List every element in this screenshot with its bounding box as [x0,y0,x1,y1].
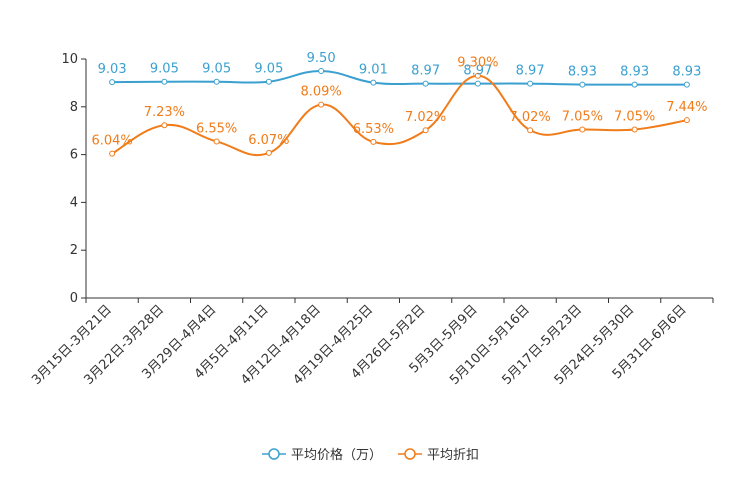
data-label: 9.01 [359,63,388,78]
data-label: 9.05 [254,62,283,77]
data-label: 8.93 [620,65,649,80]
data-label: 8.93 [568,65,597,80]
data-point [579,81,586,88]
series-group [109,67,690,157]
data-label: 7.44% [666,100,707,115]
legend-marker [404,448,416,460]
data-point [579,126,586,133]
axes: 02468103月15日-3月21日3月22日-3月28日3月29日-4月4日4… [29,52,714,388]
legend-label: 平均价格（万） [291,447,382,463]
data-label: 7.02% [509,110,550,125]
data-point [161,78,168,85]
data-point [683,117,690,124]
legend-item-0[interactable]: 平均价格（万） [262,447,382,463]
data-label: 7.05% [614,110,655,125]
data-point [318,101,325,108]
data-label: 7.23% [144,105,185,120]
data-label: 6.53% [353,122,394,137]
data-point [265,78,272,85]
data-labels: 9.03 9.05 9.05 9.05 9.50 9.01 8.97 8.97 8.97 8.93… [91,51,707,149]
data-point [474,72,481,79]
y-tick-label: 2 [70,243,78,258]
legend[interactable]: 平均价格（万） 平均折扣 [262,447,479,463]
legend-label: 平均折扣 [427,448,479,463]
data-point [109,79,116,86]
data-label: 6.07% [248,133,289,148]
data-label: 9.05 [202,62,231,77]
data-label: 7.02% [405,110,446,125]
data-point [631,126,638,133]
y-tick-label: 8 [70,100,78,115]
series-line-0 [112,69,687,86]
data-point [265,149,272,156]
data-point [527,80,534,87]
data-point [474,80,481,87]
data-point [422,127,429,134]
data-label: 8.93 [672,65,701,80]
data-point [683,81,690,88]
data-label: 9.05 [150,62,179,77]
y-tick-label: 10 [61,52,78,67]
data-point [318,67,325,74]
y-tick-label: 0 [70,291,78,306]
data-point [370,138,377,145]
legend-marker [268,448,280,460]
data-label: 6.55% [196,121,237,136]
y-tick-label: 6 [70,148,78,163]
data-label: 9.03 [98,62,127,77]
data-point [213,138,220,145]
data-label: 8.97 [516,64,545,79]
data-point [109,150,116,157]
data-label: 8.97 [463,64,492,79]
data-label: 8.97 [411,64,440,79]
data-point [527,127,534,134]
data-label: 9.50 [307,51,336,66]
y-tick-label: 4 [70,195,78,210]
data-label: 7.05% [562,110,603,125]
data-label: 9.30% [457,56,498,71]
legend-item-1[interactable]: 平均折扣 [398,448,479,463]
data-label: 6.04% [91,134,132,149]
data-point [631,81,638,88]
data-point [422,80,429,87]
data-point [213,78,220,85]
data-label: 8.09% [300,85,341,100]
data-point [370,79,377,86]
data-point [161,122,168,129]
